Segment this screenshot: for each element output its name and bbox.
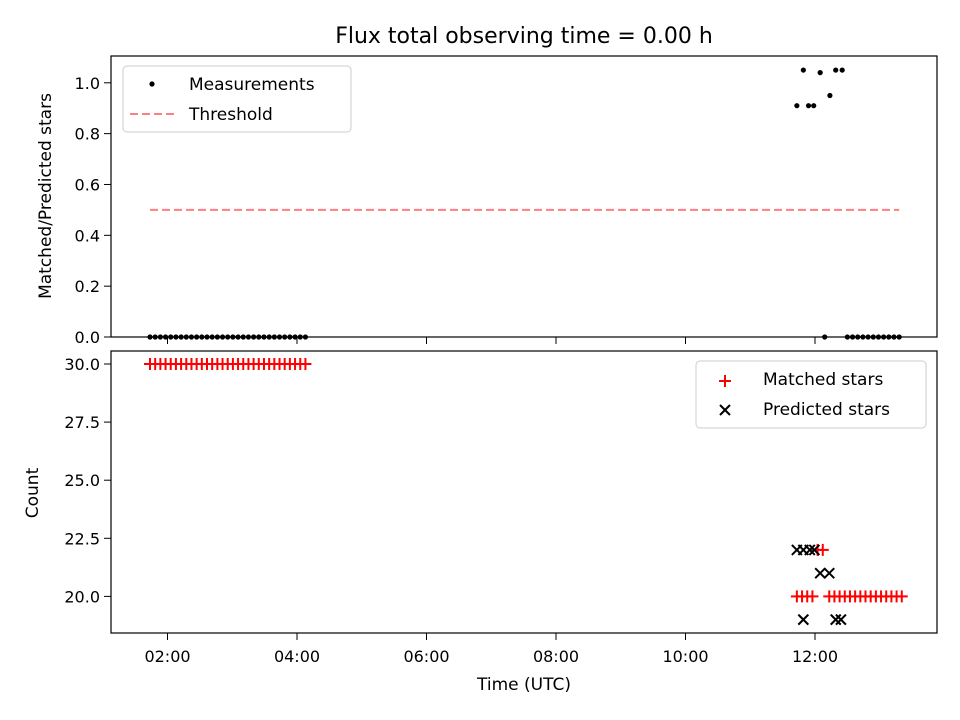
top-legend: Measurements Threshold <box>122 65 352 133</box>
bottom-legend-box <box>695 360 927 429</box>
top-ytick-label: 0.6 <box>75 175 100 194</box>
top-axes-ticks: 0.0 0.2 0.4 0.6 0.8 1.0 <box>75 74 816 347</box>
matched-star-point <box>806 590 819 603</box>
predicted-star-point <box>823 567 835 579</box>
top-ytick-label: 0.4 <box>75 226 100 245</box>
predicted-star-point <box>804 544 816 556</box>
top-legend-box <box>122 65 352 133</box>
bottom-axes-ticks: 20.0 22.5 25.0 27.5 30.0 02:00 04:00 06:00 08:00… <box>64 355 838 666</box>
matched-star-point <box>299 358 312 370</box>
bottom-plot-area <box>144 358 908 626</box>
chart-title: Flux total observing time = 0.00 h <box>335 24 713 49</box>
bottom-xtick-label: 04:00 <box>274 647 320 666</box>
bottom-xtick-label: 10:00 <box>662 647 708 666</box>
bottom-xtick-label: 02:00 <box>144 647 190 666</box>
bottom-ytick-label: 22.5 <box>64 529 100 548</box>
bottom-panel: Count Time (UTC) 20.0 22.5 25.0 27.5 30.0 02:… <box>23 350 938 695</box>
top-axes-frame <box>110 55 938 338</box>
measurement-point <box>839 67 845 73</box>
bottom-xtick-label: 06:00 <box>403 647 449 666</box>
legend-matched-label: Matched stars <box>763 370 883 390</box>
measurement-point <box>833 67 839 73</box>
predicted-star-point <box>797 613 810 626</box>
predicted-star-point <box>808 544 821 556</box>
top-ytick-label: 0.8 <box>75 125 100 144</box>
predicted-star-point <box>814 567 826 579</box>
bottom-ylabel: Count <box>23 467 43 518</box>
legend-measurements-marker <box>149 81 155 87</box>
bottom-ytick-label: 30.0 <box>64 355 100 374</box>
measurement-point <box>827 92 833 99</box>
legend-matched-marker <box>719 375 731 387</box>
bottom-ytick-label: 25.0 <box>64 471 100 490</box>
top-panel: Flux total observing time = 0.00 h Match… <box>36 24 938 347</box>
top-ytick-label: 0.0 <box>75 328 100 347</box>
bottom-xlabel: Time (UTC) <box>476 675 571 695</box>
measurement-point <box>817 70 823 76</box>
measurement-point <box>805 103 812 109</box>
top-plot-area <box>147 67 902 340</box>
legend-predicted-marker <box>719 404 731 416</box>
measurement-point <box>794 103 800 109</box>
bottom-xtick-label: 12:00 <box>792 647 838 666</box>
bottom-legend: Matched stars Predicted stars <box>695 360 927 429</box>
top-ytick-label: 1.0 <box>75 74 100 93</box>
measurement-point <box>800 67 806 73</box>
predicted-star-point <box>835 613 847 626</box>
legend-threshold-label: Threshold <box>188 105 273 125</box>
matched-star-point <box>816 543 829 556</box>
predicted-star-point <box>830 613 842 626</box>
legend-predicted-label: Predicted stars <box>763 400 890 420</box>
bottom-ytick-label: 27.5 <box>64 413 100 432</box>
top-ytick-label: 0.2 <box>75 277 100 296</box>
bottom-ytick-label: 20.0 <box>64 587 100 606</box>
bottom-axes-frame <box>110 350 938 634</box>
measurement-point <box>811 103 817 109</box>
top-ylabel: Matched/Predicted stars <box>36 93 56 299</box>
legend-measurements-label: Measurements <box>189 75 315 95</box>
matched-star-point <box>895 590 908 603</box>
bottom-xtick-label: 08:00 <box>533 647 579 666</box>
